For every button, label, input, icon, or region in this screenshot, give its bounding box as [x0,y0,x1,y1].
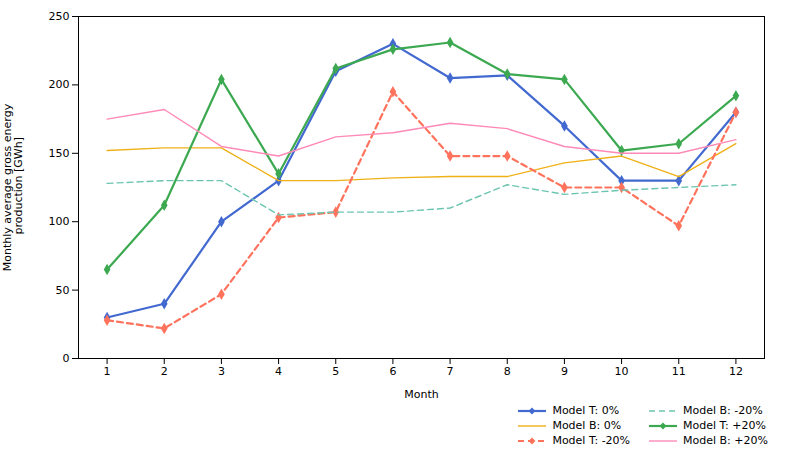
svg-text:4: 4 [275,365,282,378]
html-text:Model T: -20%: Model T: -20% [552,434,630,447]
svg-text:200: 200 [49,78,70,91]
svg-text:50: 50 [56,284,70,297]
html-text:Model B: +20%: Model B: +20% [683,434,768,447]
svg-text:0: 0 [63,352,70,365]
html-text:Model B: -20%: Model B: -20% [683,404,763,417]
svg-text:3: 3 [218,365,225,378]
svg-text:Monthly average gross energy p: Monthly average gross energy production … [1,103,25,271]
svg-text:12: 12 [729,365,743,378]
svg-text:1: 1 [104,365,111,378]
html-text:Model T: +20%: Model T: +20% [683,419,766,432]
svg-text:7: 7 [447,365,454,378]
svg-text:10: 10 [615,365,629,378]
svg-text:100: 100 [49,215,70,228]
svg-text:9: 9 [561,365,568,378]
svg-text:5: 5 [332,365,339,378]
svg-text:250: 250 [49,10,70,23]
html-text:Model B: 0%: Model B: 0% [552,419,622,432]
svg-text:6: 6 [389,365,396,378]
svg-text:2: 2 [161,365,168,378]
svg-text:150: 150 [49,147,70,160]
svg-text:11: 11 [672,365,686,378]
svg-text:8: 8 [504,365,511,378]
html-text:Model T: 0%: Model T: 0% [552,404,620,417]
svg-text:Month: Month [404,388,439,401]
